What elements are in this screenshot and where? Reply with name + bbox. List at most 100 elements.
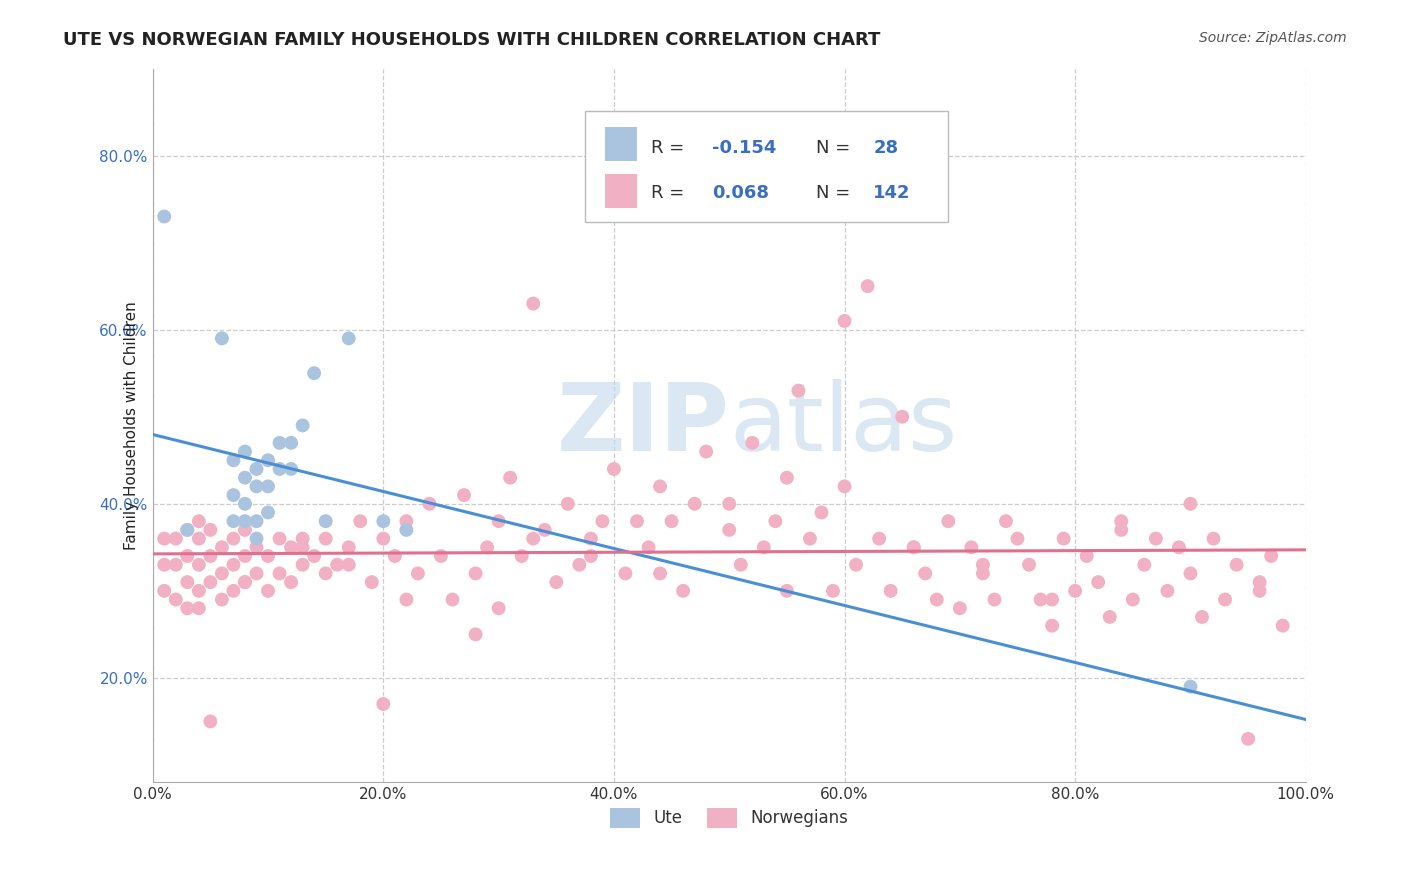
Point: [222, 453, 245, 467]
Point: [1167, 541, 1189, 555]
Point: [1249, 575, 1271, 590]
Point: [1052, 532, 1074, 546]
Point: [187, 583, 209, 598]
Text: atlas: atlas: [730, 379, 957, 472]
Point: [1133, 558, 1156, 572]
Point: [626, 514, 648, 528]
Point: [384, 549, 406, 563]
Point: [936, 514, 959, 528]
Point: [994, 514, 1017, 528]
Point: [903, 541, 925, 555]
Point: [233, 575, 256, 590]
Point: [302, 366, 325, 380]
Point: [579, 532, 602, 546]
Point: [222, 558, 245, 572]
Point: [257, 453, 280, 467]
Text: 28: 28: [873, 139, 898, 157]
Point: [187, 514, 209, 528]
Point: [776, 471, 799, 485]
Point: [834, 479, 856, 493]
Point: [245, 514, 267, 528]
Point: [245, 462, 267, 476]
Point: [637, 541, 659, 555]
Point: [718, 497, 741, 511]
Point: [280, 435, 302, 450]
Point: [187, 601, 209, 615]
Point: [1122, 592, 1144, 607]
Point: [291, 532, 314, 546]
Point: [1237, 731, 1260, 746]
Point: [1180, 680, 1202, 694]
Point: [257, 506, 280, 520]
Point: [557, 497, 579, 511]
Point: [1064, 583, 1087, 598]
Point: [165, 592, 187, 607]
Point: [222, 514, 245, 528]
FancyBboxPatch shape: [605, 174, 637, 208]
Point: [395, 592, 418, 607]
Point: [914, 566, 936, 581]
Point: [488, 601, 510, 615]
Point: [972, 558, 994, 572]
Point: [233, 497, 256, 511]
Point: [430, 549, 453, 563]
Point: [153, 583, 176, 598]
Point: [568, 558, 591, 572]
Point: [1040, 618, 1063, 632]
Point: [280, 462, 302, 476]
Point: [1087, 575, 1109, 590]
Point: [1109, 514, 1132, 528]
Point: [176, 601, 198, 615]
Point: [614, 566, 637, 581]
Point: [695, 444, 717, 458]
Point: [165, 558, 187, 572]
Point: [522, 296, 544, 310]
Point: [1076, 549, 1098, 563]
Point: [406, 566, 429, 581]
Point: [269, 435, 291, 450]
Point: [648, 479, 671, 493]
Point: [752, 541, 775, 555]
Point: [349, 514, 371, 528]
Point: [153, 210, 176, 224]
Point: [522, 532, 544, 546]
Point: [200, 575, 222, 590]
Point: [269, 532, 291, 546]
Point: [176, 523, 198, 537]
Point: [245, 532, 267, 546]
Point: [799, 532, 821, 546]
Text: Source: ZipAtlas.com: Source: ZipAtlas.com: [1199, 31, 1347, 45]
Point: [211, 331, 233, 345]
Point: [233, 514, 256, 528]
Point: [315, 532, 337, 546]
Point: [222, 532, 245, 546]
Y-axis label: Family Households with Children: Family Households with Children: [124, 301, 139, 549]
Point: [337, 331, 360, 345]
Point: [291, 541, 314, 555]
Point: [200, 714, 222, 729]
Point: [533, 523, 555, 537]
Point: [337, 541, 360, 555]
Point: [200, 549, 222, 563]
Point: [730, 558, 752, 572]
Point: [464, 627, 486, 641]
Point: [373, 532, 395, 546]
Point: [787, 384, 810, 398]
Point: [337, 558, 360, 572]
Point: [1018, 558, 1040, 572]
Point: [211, 541, 233, 555]
Point: [153, 532, 176, 546]
Point: [257, 479, 280, 493]
Point: [1202, 532, 1225, 546]
Point: [441, 592, 464, 607]
Point: [763, 514, 786, 528]
Point: [269, 462, 291, 476]
Point: [972, 566, 994, 581]
Point: [233, 549, 256, 563]
Point: [546, 575, 568, 590]
Point: [187, 558, 209, 572]
Point: [280, 575, 302, 590]
Point: [245, 566, 267, 581]
Point: [925, 592, 948, 607]
Point: [291, 418, 314, 433]
